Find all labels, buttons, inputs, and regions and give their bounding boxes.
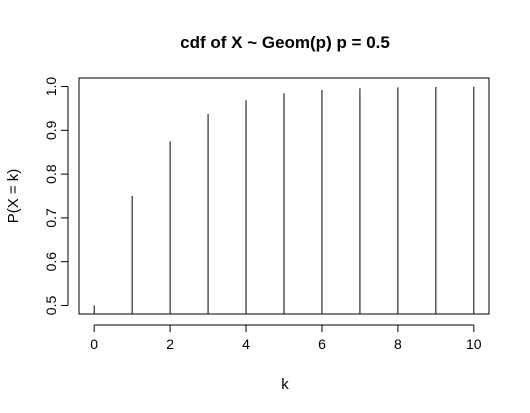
x-axis-label: k <box>281 376 289 393</box>
y-tick-label-0.9: 0.9 <box>43 120 59 140</box>
x-tick-label-4: 4 <box>242 336 250 352</box>
x-tick-label-10: 10 <box>466 336 482 352</box>
y-axis: 0.5 0.6 0.7 0.8 0.9 1.0 <box>43 77 69 316</box>
y-axis-label: P(X = k) <box>5 169 22 224</box>
chart-title: cdf of X ~ Geom(p) p = 0.5 <box>180 33 390 52</box>
y-tick-label-0.8: 0.8 <box>43 164 59 184</box>
y-tick-label-1.0: 1.0 <box>43 77 59 97</box>
y-tick-label-0.6: 0.6 <box>43 252 59 272</box>
x-axis: 0 2 4 6 8 10 <box>90 324 482 352</box>
y-tick-label-0.7: 0.7 <box>43 208 59 228</box>
bar-series <box>93 86 475 314</box>
x-tick-label-8: 8 <box>394 336 402 352</box>
x-tick-label-2: 2 <box>166 336 174 352</box>
y-tick-label-0.5: 0.5 <box>43 296 59 316</box>
x-tick-label-0: 0 <box>90 336 98 352</box>
x-tick-label-6: 6 <box>318 336 326 352</box>
